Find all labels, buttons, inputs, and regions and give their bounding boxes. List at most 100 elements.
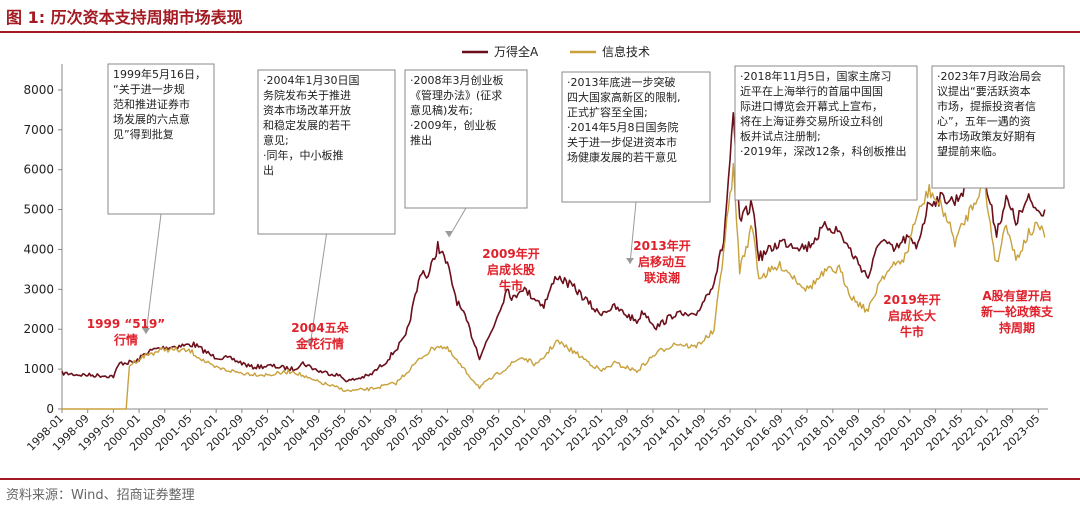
y-tick-label: 3000 (23, 282, 54, 296)
callout-line: 和稳定发展的若干 (263, 118, 351, 132)
annotation-line: 2004五朵 (291, 320, 348, 335)
annotation-line: 启成长股 (487, 262, 536, 277)
annotation-line: 2019年开 (883, 292, 940, 307)
annotation-line: 持周期 (999, 320, 1035, 335)
callout-line: ·2023年7月政治局会 (937, 69, 1042, 83)
callout-line: 关于进一步促进资本市 (567, 135, 677, 149)
callout-box: ·2013年底进一步突破四大国家高新区的限制,正式扩容至全国; ·2014年5月8… (561, 71, 711, 203)
callout-line: ·同年，中小板推 (263, 148, 344, 162)
figure-title: 图 1: 历次资本支持周期市场表现 (6, 8, 243, 27)
callout-line: ·2014年5月8日国务院 (567, 120, 679, 134)
series-line-info-tech (62, 162, 1046, 410)
callout-line: ·2004年1月30日国 (263, 73, 360, 87)
callout-line: 场发展的六点意 (113, 112, 190, 126)
source-note: 资料来源：Wind、招商证券整理 (6, 488, 195, 503)
callout-box: ·2018年11月5日，国家主席习近平在上海举行的首届中国国际进口博览会开幕式上… (734, 65, 918, 201)
callout-line: 市场，提振投资者信 (937, 99, 1036, 113)
callout-line: 正式扩容至全国; (567, 105, 648, 119)
callout-arrowhead (445, 231, 453, 237)
y-tick-label: 4000 (23, 242, 54, 256)
callout-line: 见”得到批复 (113, 127, 174, 141)
callout-leader (629, 201, 637, 265)
annotation-line: 新一轮政策支 (981, 304, 1054, 319)
footer-divider (0, 478, 1080, 480)
phase-annotation: 2019年开启成长大牛市 (883, 292, 940, 339)
annotation-line: 金花行情 (295, 336, 344, 351)
callout-line: ·2018年11月5日，国家主席习 (740, 69, 892, 83)
callout-line: 望提前来临。 (937, 144, 1003, 158)
legend-label: 信息技术 (602, 44, 650, 59)
phase-annotation: 1999 “519”行情 (87, 317, 165, 347)
callout-frame (107, 63, 215, 215)
y-tick-label: 5000 (23, 203, 54, 217)
y-tick-label: 2000 (23, 322, 54, 336)
callout-frame (561, 71, 711, 203)
callout-line: 际进口博览会开幕式上宣布， (740, 99, 883, 113)
phase-annotations: 1999 “519”行情 2004五朵金花行情 2009年开启成长股牛市 2013年开… (87, 238, 1054, 351)
annotation-line: 2009年开 (482, 246, 539, 261)
callout-line: 板并试点注册制; (740, 129, 821, 143)
callout-frame (734, 65, 918, 201)
y-tick-label: 1000 (23, 362, 54, 376)
callout-line: 本市场政策友好期有 (937, 129, 1036, 143)
callout-leader (145, 213, 162, 335)
callout-line: 议提出“要活跃资本 (937, 84, 1031, 98)
legend: 万得全A 信息技术 (462, 44, 650, 59)
y-tick-label: 7000 (23, 123, 54, 137)
callout-text: 1999年5月16日，“关于进一步规范和推进证券市场发展的六点意见”得到批复 (113, 67, 206, 141)
annotation-line: 牛市 (499, 278, 523, 293)
callout-line: 资本市场改革开放 (263, 103, 351, 117)
annotation-line: A股有望开启 (982, 288, 1051, 303)
callout-line: 1999年5月16日， (113, 67, 206, 81)
callout-line: “关于进一步规 (113, 82, 185, 96)
callout-frame (257, 69, 396, 235)
callout-line: 推出 (410, 133, 432, 147)
callout-arrowhead (626, 258, 634, 264)
phase-annotation: 2004五朵金花行情 (291, 320, 348, 351)
annotation-line: 牛市 (900, 324, 924, 339)
callout-line: ·2019年，深改12条，科创板推出 (740, 144, 907, 158)
annotation-line: 行情 (113, 332, 138, 347)
callout-line: 心”，五年一遇的资 (937, 114, 1031, 128)
title-divider (0, 31, 1080, 33)
callout-box: ·2008年3月创业板《管理办法》(征求意见稿)发布; ·2009年，创业板推出 (404, 69, 528, 209)
figure-header: 图 1: 历次资本支持周期市场表现 (0, 0, 1080, 33)
callout-line: ·2013年底进一步突破 (567, 75, 676, 89)
series-layer (61, 112, 1046, 410)
legend-label: 万得全A (494, 44, 539, 59)
phase-annotation: 2013年开启移动互联浪潮 (633, 238, 690, 285)
annotation-line: 2013年开 (633, 238, 690, 253)
callout-leader (309, 233, 327, 347)
callout-line: 《管理办法》(征求 (410, 88, 502, 102)
annotation-line: 1999 “519” (87, 317, 165, 331)
callout-text: ·2023年7月政治局会议提出“要活跃资本市场，提振投资者信心”，五年一遇的资本… (937, 69, 1042, 158)
annotation-line: 启成长大 (888, 308, 936, 323)
y-tick-label: 6000 (23, 163, 54, 177)
callout-box: 1999年5月16日，“关于进一步规范和推进证券市场发展的六点意见”得到批复 (107, 63, 215, 215)
callout-frame (931, 65, 1065, 189)
callout-text: ·2004年1月30日国务院发布关于推进资本市场改革开放和稳定发展的若干意见; ·… (263, 73, 360, 177)
phase-annotation: A股有望开启新一轮政策支持周期 (981, 288, 1054, 335)
callout-line: 范和推进证券市 (113, 97, 190, 111)
callout-line: 意见; (263, 133, 289, 147)
callout-line: 场健康发展的若干意见 (567, 150, 677, 164)
callout-frame (404, 69, 528, 209)
callout-text: ·2018年11月5日，国家主席习近平在上海举行的首届中国国际进口博览会开幕式上… (740, 69, 907, 158)
annotation-line: 联浪潮 (644, 270, 680, 285)
callout-arrowhead (142, 328, 150, 334)
line-chart: 万得全A 信息技术 0 1000 2000 3000 4000 5000 6000 7000 80… (23, 44, 1065, 454)
phase-annotation: 2009年开启成长股牛市 (482, 246, 539, 293)
y-tick-label: 8000 (23, 83, 54, 97)
callout-line: 将在上海证券交易所设立科创 (740, 114, 883, 128)
callout-box: ·2004年1月30日国务院发布关于推进资本市场改革开放和稳定发展的若干意见; ·… (257, 69, 396, 235)
callout-text: ·2008年3月创业板《管理办法》(征求意见稿)发布; ·2009年，创业板推出 (410, 73, 504, 147)
series-line-wind-all-a (61, 112, 1046, 383)
y-tick-label: 0 (46, 402, 54, 416)
callout-box: ·2023年7月政治局会议提出“要活跃资本市场，提振投资者信心”，五年一遇的资本… (931, 65, 1065, 189)
callout-line: ·2009年，创业板 (410, 118, 497, 132)
callout-line: 近平在上海举行的首届中国国 (740, 84, 883, 98)
callout-boxes: 1999年5月16日，“关于进一步规范和推进证券市场发展的六点意见”得到批复 ·2… (107, 63, 1065, 235)
callout-line: 出 (263, 163, 274, 177)
callout-arrowhead (306, 340, 314, 346)
callout-line: ·2008年3月创业板 (410, 73, 504, 87)
